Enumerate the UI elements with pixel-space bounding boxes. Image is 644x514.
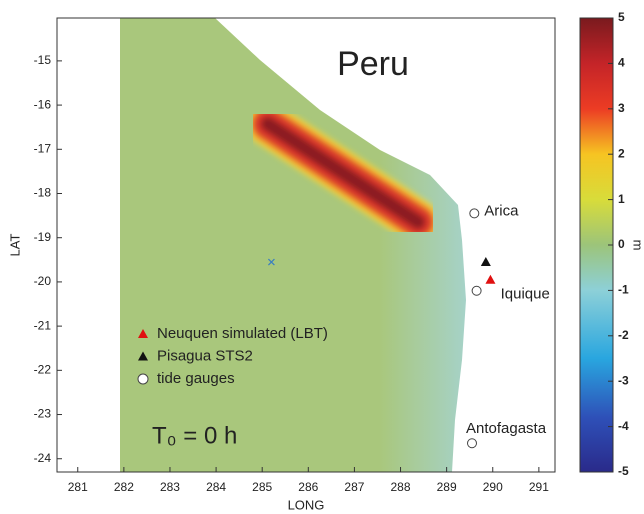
x-axis-label: LONG (288, 497, 325, 512)
colorbar-tick-label: -3 (618, 373, 629, 387)
x-tick-label: 281 (68, 480, 88, 494)
x-tick-label: 285 (252, 480, 272, 494)
x-tick-label: 289 (437, 480, 457, 494)
y-tick-label: -17 (34, 141, 52, 155)
x-tick-label: 283 (160, 480, 180, 494)
y-axis-label: LAT (7, 234, 22, 257)
tide-gauge (469, 208, 480, 219)
ocean-field (120, 18, 466, 472)
x-tick-label: 284 (206, 480, 226, 494)
colorbar-tick-label: 5 (618, 10, 625, 24)
y-tick-label: -19 (34, 230, 52, 244)
y-tick-label: -24 (34, 451, 52, 465)
place-label: Arica (484, 202, 519, 219)
colorbar-tick-label: -1 (618, 283, 629, 297)
station (480, 257, 491, 267)
legend-marker (138, 329, 148, 338)
colorbar-tick-label: -4 (618, 419, 629, 433)
x-tick-label: 282 (114, 480, 134, 494)
y-tick-label: -20 (34, 274, 52, 288)
x-tick-label: 287 (344, 480, 364, 494)
colorbar-tick-label: 3 (618, 101, 625, 115)
legend-label: Neuquen simulated (LBT) (157, 325, 328, 342)
x-tick-label: 290 (483, 480, 503, 494)
colorbar-label: m (631, 240, 644, 251)
y-tick-label: -15 (34, 53, 52, 67)
tide-gauge (467, 438, 477, 449)
wave-source (246, 102, 440, 244)
y-tick-label: -16 (34, 97, 52, 111)
tide-gauge (471, 285, 482, 296)
colorbar-tick-label: 4 (618, 56, 625, 70)
plot-border (56, 17, 556, 473)
legend-label: Pisagua STS2 (157, 347, 253, 364)
place-label: Antofagasta (466, 420, 547, 437)
x-tick-label: 288 (391, 480, 411, 494)
legend-marker (138, 351, 148, 361)
colorbar (579, 17, 614, 473)
colorbar-tick-label: -5 (618, 464, 629, 478)
y-tick-label: -23 (34, 407, 52, 421)
station (485, 274, 496, 284)
x-tick-label: 291 (529, 480, 549, 494)
y-tick-label: -18 (34, 186, 52, 200)
colorbar-tick-label: 0 (618, 237, 625, 251)
y-tick-label: -22 (34, 362, 52, 376)
colorbar-tick-label: -2 (618, 328, 629, 342)
legend-label: tide gauges (157, 370, 235, 387)
y-tick-label: -21 (34, 318, 52, 332)
colorbar-tick-label: 2 (618, 146, 625, 160)
epicenter (267, 258, 275, 266)
legend-marker (137, 373, 149, 385)
x-tick-label: 286 (298, 480, 318, 494)
place-label: Iquique (501, 286, 550, 303)
time-annotation: T₀ = 0 h (152, 422, 237, 449)
map-title: Peru (337, 45, 409, 83)
colorbar-tick-label: 1 (618, 192, 625, 206)
